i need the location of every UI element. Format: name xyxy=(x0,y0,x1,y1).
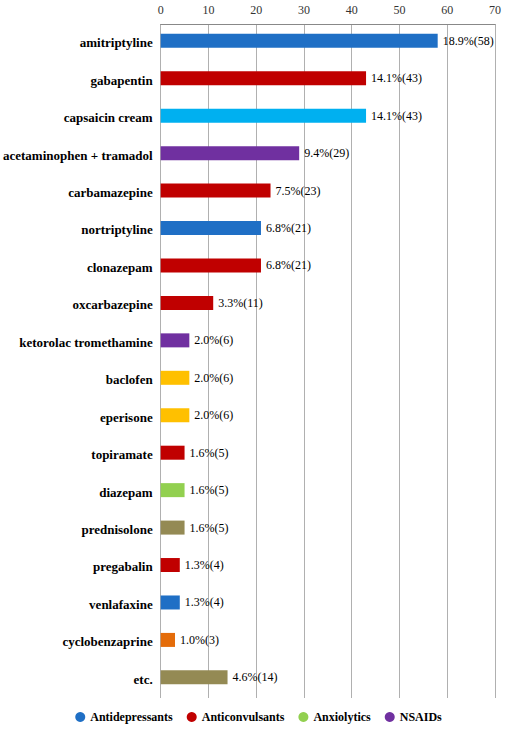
svg-text:eperisone: eperisone xyxy=(100,410,153,425)
svg-text:nortriptyline: nortriptyline xyxy=(81,222,153,237)
svg-text:diazepam: diazepam xyxy=(99,485,153,500)
svg-text:6.8%(21): 6.8%(21) xyxy=(266,258,311,272)
svg-text:venlafaxine: venlafaxine xyxy=(89,597,153,612)
svg-text:capsaicin cream: capsaicin cream xyxy=(64,110,153,125)
svg-text:baclofen: baclofen xyxy=(106,372,154,387)
svg-text:oxcarbazepine: oxcarbazepine xyxy=(73,297,153,312)
svg-text:Anticonvulsants: Anticonvulsants xyxy=(202,710,285,724)
svg-text:7.5%(23): 7.5%(23) xyxy=(276,184,321,198)
svg-text:40: 40 xyxy=(346,3,358,17)
svg-text:18.9%(58): 18.9%(58) xyxy=(443,34,494,48)
svg-text:Anxiolytics: Anxiolytics xyxy=(313,710,371,724)
svg-text:1.6%(5): 1.6%(5) xyxy=(190,521,229,535)
svg-text:6.8%(21): 6.8%(21) xyxy=(266,221,311,235)
svg-text:2.0%(6): 2.0%(6) xyxy=(194,371,233,385)
svg-text:carbamazepine: carbamazepine xyxy=(68,185,153,200)
svg-text:1.3%(4): 1.3%(4) xyxy=(185,558,224,572)
svg-text:14.1%(43): 14.1%(43) xyxy=(371,71,422,85)
svg-text:0: 0 xyxy=(158,3,164,17)
svg-text:clonazepam: clonazepam xyxy=(87,260,153,275)
svg-text:pregabalin: pregabalin xyxy=(93,559,153,574)
svg-text:ketorolac tromethamine: ketorolac tromethamine xyxy=(19,335,153,350)
svg-text:1.3%(4): 1.3%(4) xyxy=(185,595,224,609)
svg-text:etc.: etc. xyxy=(134,672,153,687)
svg-text:10: 10 xyxy=(202,3,214,17)
svg-text:cyclobenzaprine: cyclobenzaprine xyxy=(62,634,152,649)
svg-text:14.1%(43): 14.1%(43) xyxy=(371,109,422,123)
svg-text:gabapentin: gabapentin xyxy=(91,73,154,88)
svg-text:2.0%(6): 2.0%(6) xyxy=(194,408,233,422)
svg-text:60: 60 xyxy=(441,3,453,17)
svg-text:9.4%(29): 9.4%(29) xyxy=(304,146,349,160)
svg-text:30: 30 xyxy=(298,3,310,17)
svg-text:amitriptyline: amitriptyline xyxy=(80,35,153,50)
svg-text:70: 70 xyxy=(489,3,501,17)
svg-text:4.6%(14): 4.6%(14) xyxy=(233,670,278,684)
svg-text:topiramate: topiramate xyxy=(91,447,153,462)
svg-text:acetaminophen + tramadol: acetaminophen + tramadol xyxy=(3,148,153,163)
svg-text:1.6%(5): 1.6%(5) xyxy=(190,446,229,460)
svg-text:3.3%(11): 3.3%(11) xyxy=(218,296,263,310)
svg-text:Antidepressants: Antidepressants xyxy=(90,710,173,724)
svg-text:NSAIDs: NSAIDs xyxy=(400,710,442,724)
svg-text:1.0%(3): 1.0%(3) xyxy=(180,633,219,647)
svg-text:50: 50 xyxy=(393,3,405,17)
svg-text:prednisolone: prednisolone xyxy=(81,522,153,537)
svg-text:20: 20 xyxy=(250,3,262,17)
svg-text:1.6%(5): 1.6%(5) xyxy=(190,483,229,497)
svg-text:2.0%(6): 2.0%(6) xyxy=(194,333,233,347)
